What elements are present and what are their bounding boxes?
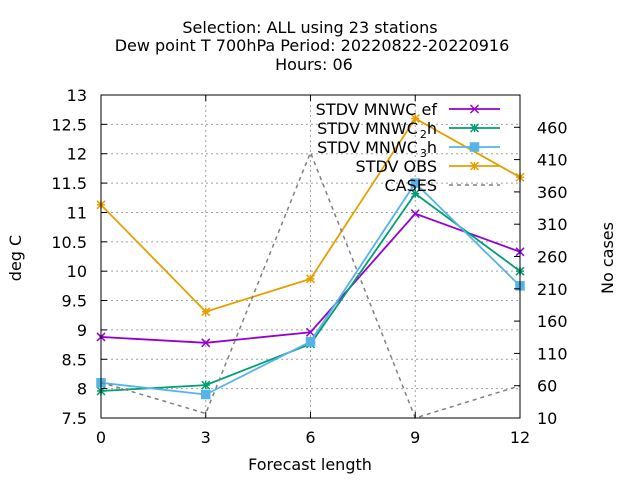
legend-label: STDV MNWC 3h <box>317 138 437 160</box>
y-tick-label: 8.5 <box>62 350 87 369</box>
x-tick-label: 12 <box>510 428 530 447</box>
x-axis-tick-labels: 0 3 6 9 12 <box>96 428 530 447</box>
y-tick-label: 11.5 <box>51 174 87 193</box>
data-point <box>201 307 211 317</box>
x-tick-label: 6 <box>305 428 315 447</box>
x-axis-label: Forecast length <box>248 455 372 474</box>
legend-label: CASES <box>384 176 437 195</box>
series-1 <box>96 209 525 348</box>
data-point <box>305 327 316 337</box>
data-point <box>410 209 420 219</box>
legend-marker <box>469 142 480 152</box>
y-tick-label: 10.5 <box>51 233 87 252</box>
y2-tick-label: 160 <box>537 312 568 331</box>
y2-tick-label: 410 <box>537 151 568 170</box>
legend-entry: STDV MNWC 2h <box>317 119 500 141</box>
y2-tick-label: 310 <box>537 215 568 234</box>
y-tick-label: 12 <box>67 145 87 164</box>
y-tick-label: 8 <box>77 380 87 399</box>
y2-axis-tick-labels: 10 60 110 160 210 260 310 360 410 460 <box>537 118 568 428</box>
y2-tick-label: 360 <box>537 183 568 202</box>
x-tick-label: 9 <box>410 428 420 447</box>
y2-tick-label: 260 <box>537 248 568 267</box>
y-tick-label: 13 <box>67 86 87 105</box>
data-point <box>201 338 211 348</box>
y-tick-label: 12.5 <box>51 115 87 134</box>
y2-tick-label: 460 <box>537 118 568 137</box>
chart-title: Selection: ALL using 23 stations Dew poi… <box>115 18 510 74</box>
grid-lines <box>101 95 520 418</box>
legend-entry: STDV OBS <box>356 157 500 176</box>
axis-ticks <box>100 94 521 419</box>
y2-tick-label: 110 <box>537 344 568 363</box>
legend-entry: STDV MNWC 3h <box>317 138 500 160</box>
legend-marker <box>469 104 480 114</box>
data-point <box>410 189 420 199</box>
y2-tick-label: 60 <box>537 377 557 396</box>
legend-label: STDV MNWC 2h <box>317 119 437 141</box>
legend-entry: CASES <box>384 176 500 195</box>
y-tick-label: 7.5 <box>62 409 87 428</box>
y-tick-label: 9 <box>77 321 87 340</box>
y2-tick-label: 210 <box>537 280 568 299</box>
legend-entry: STDV MNWC ef <box>316 100 500 119</box>
series-5 <box>100 150 521 419</box>
y2-tick-label: 10 <box>537 409 557 428</box>
data-point <box>201 380 211 390</box>
legend-marker <box>469 123 480 133</box>
x-tick-label: 0 <box>96 428 106 447</box>
y2-axis-label: No cases <box>598 222 617 294</box>
legend-label: STDV MNWC ef <box>316 100 438 119</box>
title-line-selection: Selection: ALL using 23 stations <box>182 18 437 37</box>
y-axis-tick-labels: 7.5 8 8.5 9 9.5 10 10.5 11 11.5 12 12.5 13 <box>51 86 87 428</box>
data-point <box>410 178 420 188</box>
data-point <box>410 113 420 124</box>
series-line <box>100 150 521 419</box>
data-point <box>305 336 316 347</box>
y-tick-label: 11 <box>67 203 87 222</box>
legend-marker <box>469 161 480 171</box>
series-line <box>100 181 521 396</box>
y-axis-label: deg C <box>6 235 25 281</box>
y-tick-label: 10 <box>67 262 87 281</box>
data-point <box>305 274 316 284</box>
title-line-hours: Hours: 06 <box>275 55 353 74</box>
legend-label: STDV OBS <box>356 157 437 176</box>
data-point <box>201 389 211 400</box>
y-tick-label: 9.5 <box>62 292 87 311</box>
title-line-variable-period: Dew point T 700hPa Period: 20220822-2022… <box>115 36 510 55</box>
x-tick-label: 3 <box>201 428 211 447</box>
